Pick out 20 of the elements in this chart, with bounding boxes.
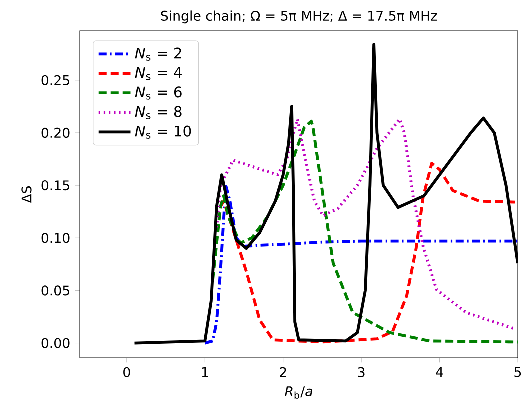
chart-title: Single chain; Ω = 5π MHz; Δ = 17.5π MHz [161,10,438,24]
x-tick-label: 3 [358,367,365,378]
y-tick-label: 0.00 [42,338,70,348]
legend-label: N$_{s}$ = 2 [135,48,182,61]
x-axis-title: R$_{b}$/a [285,386,312,399]
y-tick-label: 0.20 [42,128,70,138]
legend-label: N$_{s}$ = 6 [135,86,182,100]
x-tick-label: 5 [514,367,521,378]
x-tick-label: 1 [202,367,208,378]
x-tick-label: 4 [436,367,444,378]
y-tick-label: 0.15 [42,180,70,191]
x-tick-label: 0 [124,367,130,378]
legend-label: N$_{s}$ = 4 [135,67,182,80]
y-tick-label: 0.10 [42,233,70,244]
y-tick-label: 0.05 [42,286,70,296]
x-tick-label: 2 [280,367,286,378]
legend-label: N$_{s}$ = 10 [135,126,192,139]
y-axis-title: ΔS [22,186,32,204]
legend-label: N$_{s}$ = 8 [135,106,182,120]
y-tick-label: 0.25 [42,75,70,86]
